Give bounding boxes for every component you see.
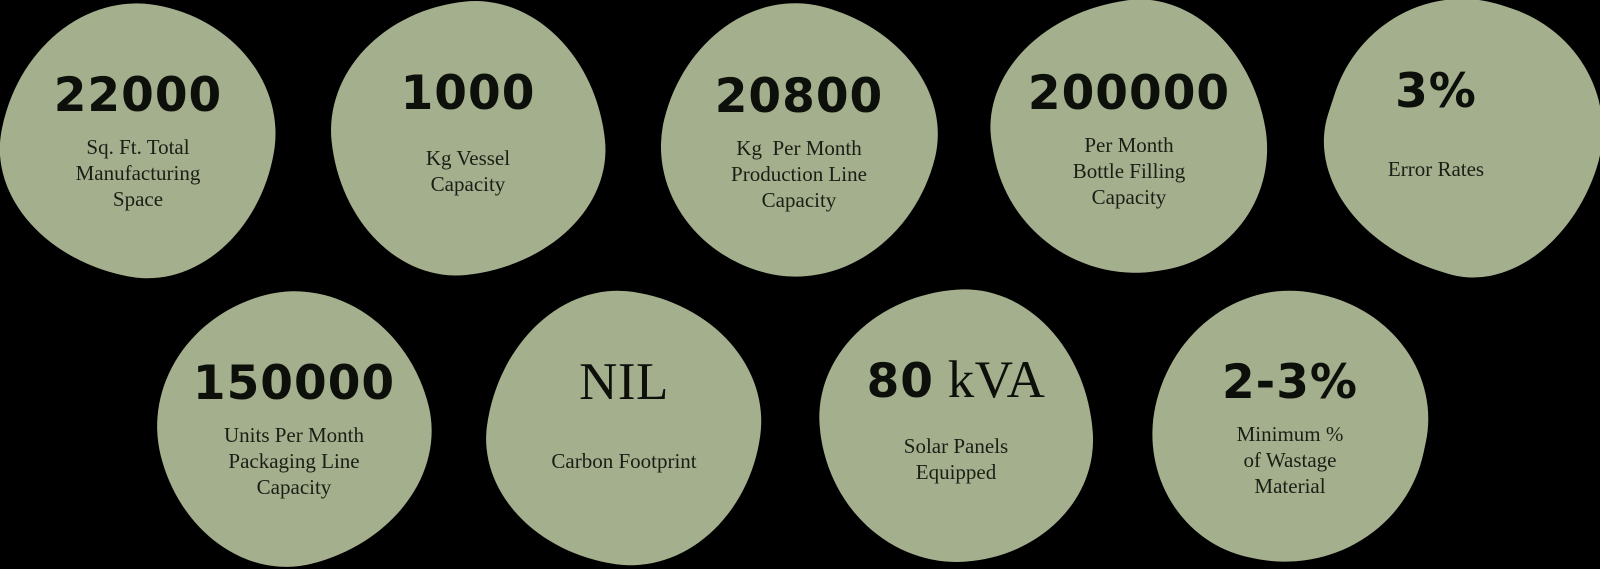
stat-number: 20800 [714, 68, 884, 124]
stat-label: Carbon Footprint [551, 448, 697, 473]
stat-blob-bottle-filling-capacity: 200000 Per Month Bottle Filling Capacity [971, 0, 1287, 296]
stat-value: 200000 [993, 62, 1265, 122]
blob-shape [1292, 0, 1600, 308]
blob-shape [810, 280, 1102, 569]
stat-blob-carbon-footprint: NIL Carbon Footprint [470, 274, 778, 569]
stat-label: Sq. Ft. Total Manufacturing Space [75, 134, 201, 211]
stat-label: Solar Panels Equipped [903, 433, 1009, 484]
stat-blob-production-line-capacity: 20800 Kg Per Month Production Line Capac… [634, 0, 964, 306]
stat-number: 3% [1395, 63, 1477, 119]
stat-blob-manufacturing-space: 22000 Sq. Ft. Total Manufacturing Space [0, 0, 296, 298]
stat-value: 2-3% [1154, 351, 1426, 411]
blob-shape [470, 274, 778, 569]
stat-number-suffix: kVA [933, 350, 1046, 409]
blob-shape [1128, 265, 1452, 569]
stat-blob-vessel-capacity: 1000 Kg Vessel Capacity [318, 0, 618, 288]
stat-number: 80 [866, 353, 934, 409]
stat-blob-wastage-material: 2-3% Minimum % of Wastage Material [1128, 265, 1452, 569]
stat-value: 22000 [2, 64, 274, 124]
stat-label: Minimum % of Wastage Material [1236, 421, 1344, 498]
stat-number: 150000 [192, 355, 396, 411]
stat-value: 150000 [158, 352, 430, 412]
stat-label: Units Per Month Packaging Line Capacity [223, 422, 364, 499]
stat-value: 80 kVA [820, 350, 1092, 410]
blob-shape [129, 263, 459, 569]
stat-number: 22000 [53, 67, 223, 123]
stat-value: 20800 [663, 65, 935, 125]
stat-number-suffix: NIL [579, 352, 669, 411]
stat-blob-error-rates: 3% Error Rates [1292, 0, 1600, 308]
stat-number: 1000 [400, 65, 536, 121]
stat-label: Error Rates [1387, 156, 1485, 181]
stat-value: 3% [1300, 60, 1572, 120]
stat-value: NIL [488, 352, 760, 412]
stat-label: Per Month Bottle Filling Capacity [1072, 132, 1186, 209]
stat-number: 200000 [1027, 65, 1231, 121]
stat-blob-solar-panels: 80 kVA Solar Panels Equipped [810, 280, 1102, 569]
stat-value: 1000 [332, 62, 604, 122]
stat-label: Kg Vessel Capacity [425, 145, 511, 196]
stat-number: 2-3% [1221, 354, 1358, 410]
stat-blob-packaging-line-capacity: 150000 Units Per Month Packaging Line Ca… [129, 263, 459, 569]
stat-label: Kg Per Month Production Line Capacity [731, 135, 867, 212]
